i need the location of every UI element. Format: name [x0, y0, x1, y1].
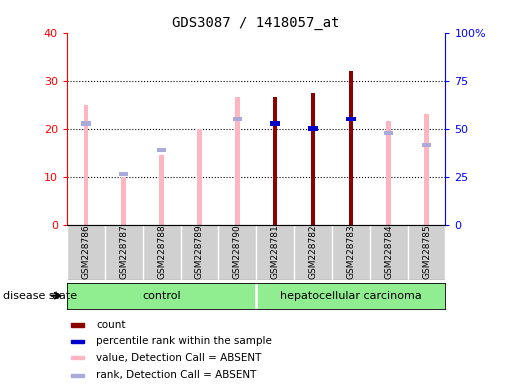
Text: value, Detection Call = ABSENT: value, Detection Call = ABSENT: [96, 353, 262, 363]
Text: GSM228781: GSM228781: [271, 224, 280, 279]
Text: GSM228782: GSM228782: [308, 224, 317, 279]
Text: percentile rank within the sample: percentile rank within the sample: [96, 336, 272, 346]
Bar: [311, 93, 315, 225]
Bar: [72, 323, 83, 327]
Bar: [72, 356, 83, 359]
Bar: [384, 131, 393, 136]
Bar: [72, 374, 83, 377]
Bar: [311, 93, 315, 225]
Bar: [346, 117, 355, 121]
Bar: [233, 117, 242, 121]
Text: GSM228786: GSM228786: [81, 224, 90, 279]
Bar: [159, 155, 164, 225]
Bar: [273, 98, 278, 225]
Bar: [83, 105, 88, 225]
Text: disease state: disease state: [3, 291, 77, 301]
Text: GSM228787: GSM228787: [119, 224, 128, 279]
Text: GSM228784: GSM228784: [384, 224, 393, 279]
Text: GSM228790: GSM228790: [233, 224, 242, 279]
Bar: [308, 126, 318, 131]
Bar: [67, 283, 256, 309]
Bar: [349, 71, 353, 225]
Bar: [72, 340, 83, 343]
Text: count: count: [96, 320, 126, 330]
Bar: [386, 121, 391, 225]
Text: hepatocellular carcinoma: hepatocellular carcinoma: [280, 291, 422, 301]
Bar: [235, 98, 239, 225]
Bar: [424, 114, 429, 225]
Text: GSM228789: GSM228789: [195, 224, 204, 279]
Bar: [197, 129, 202, 225]
Text: control: control: [142, 291, 181, 301]
Bar: [256, 283, 445, 309]
Text: rank, Detection Call = ABSENT: rank, Detection Call = ABSENT: [96, 371, 256, 381]
Text: GSM228783: GSM228783: [347, 224, 355, 279]
Bar: [157, 148, 166, 152]
Bar: [81, 121, 91, 126]
Text: GSM228785: GSM228785: [422, 224, 431, 279]
Text: GSM228788: GSM228788: [157, 224, 166, 279]
Bar: [422, 143, 431, 147]
Bar: [119, 172, 128, 176]
Bar: [270, 121, 280, 126]
Bar: [122, 177, 126, 225]
Title: GDS3087 / 1418057_at: GDS3087 / 1418057_at: [173, 16, 340, 30]
